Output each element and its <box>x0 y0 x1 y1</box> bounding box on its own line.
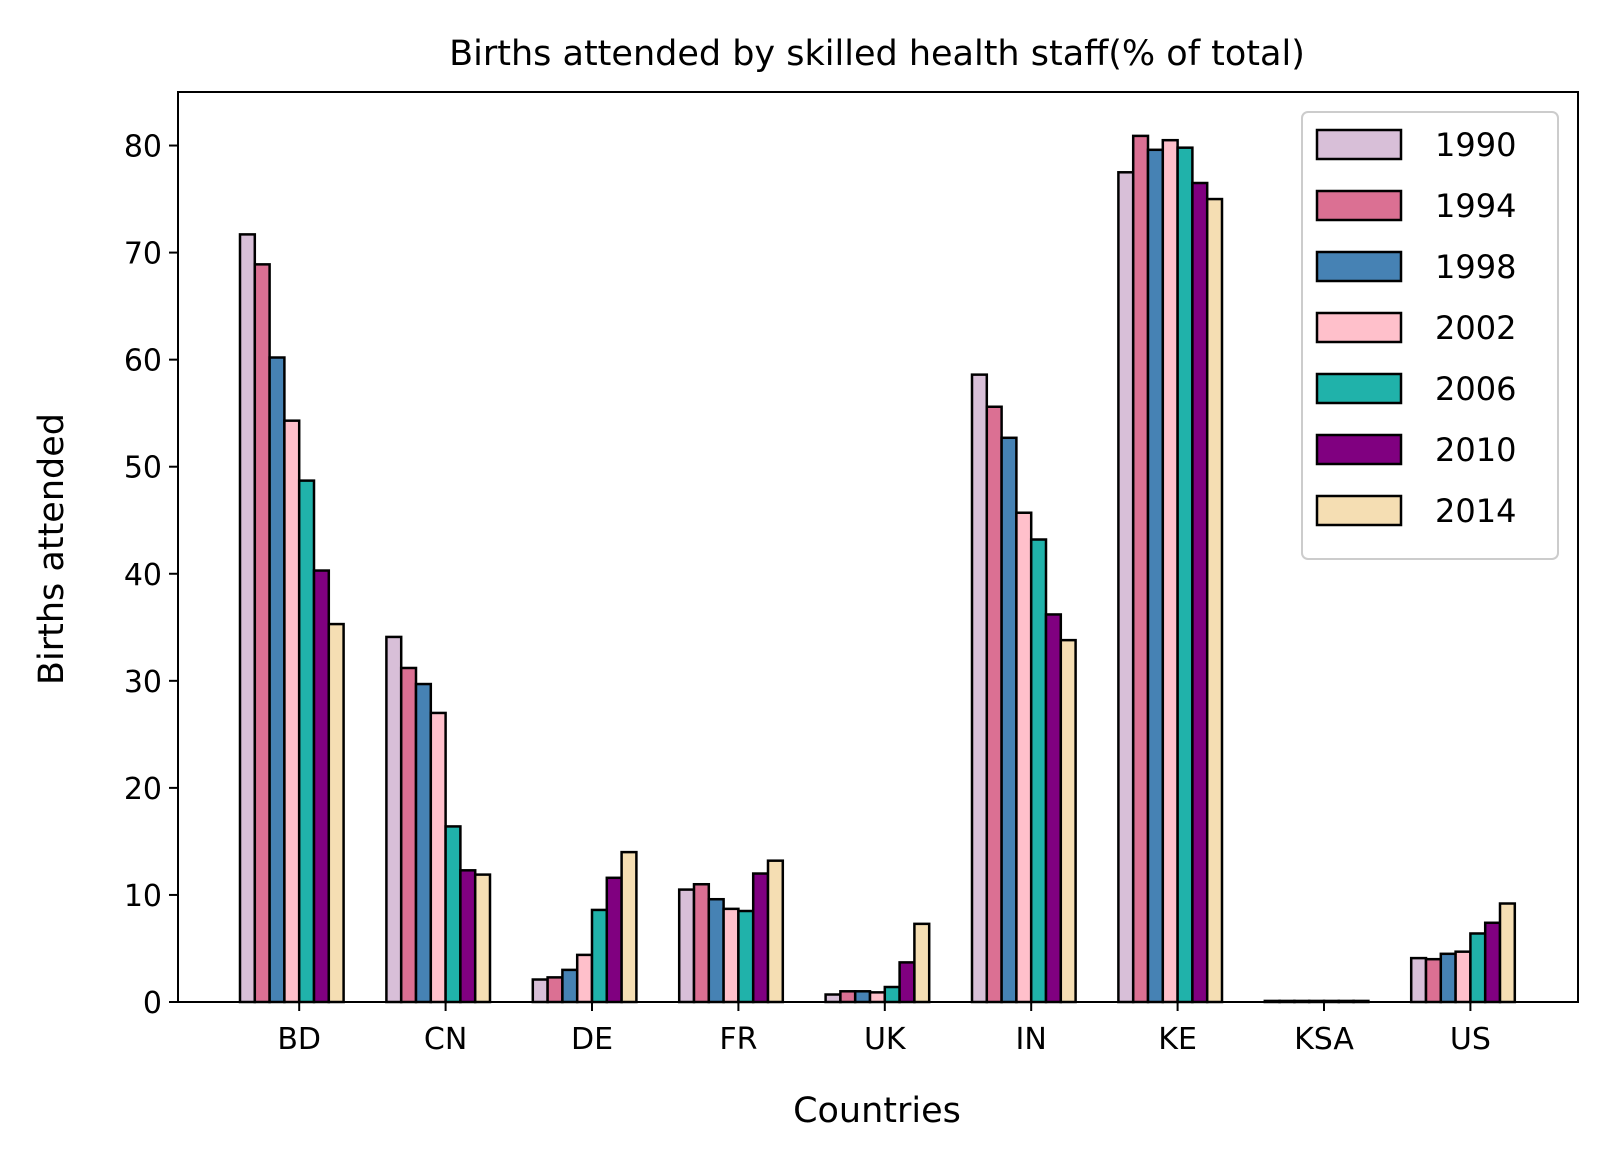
bar-in-2014 <box>1059 638 1077 1004</box>
bar-uk-2002 <box>868 991 887 1004</box>
x-tick-label-fr: FR <box>719 1022 757 1057</box>
bar-fr-1990 <box>677 888 696 1004</box>
bar-ke-1998 <box>1146 148 1165 1004</box>
bar-cn-2002 <box>429 711 447 1004</box>
y-axis-label: Births attended <box>32 413 72 685</box>
bar-de-2014 <box>620 850 638 1004</box>
bar-us-2010 <box>1483 921 1502 1004</box>
legend-swatch-2010 <box>1315 433 1403 466</box>
x-tick-label-uk: UK <box>864 1022 907 1057</box>
y-tick-label: 10 <box>124 879 162 914</box>
legend-label-1990: 1990 <box>1435 126 1516 164</box>
legend-swatch-2002 <box>1315 311 1403 344</box>
bar-bd-2010 <box>312 569 331 1004</box>
bar-us-2002 <box>1454 950 1472 1004</box>
bar-de-1998 <box>561 968 579 1004</box>
bar-us-2014 <box>1498 902 1517 1004</box>
bar-ke-1990 <box>1117 171 1135 1004</box>
x-tick-label-bd: BD <box>277 1022 321 1057</box>
x-tick-label-de: DE <box>571 1022 613 1057</box>
bar-uk-2010 <box>898 961 916 1004</box>
bar-cn-1998 <box>414 682 433 1004</box>
bar-uk-1994 <box>839 990 857 1004</box>
x-tick-label-ke: KE <box>1158 1022 1197 1057</box>
legend-label-2002: 2002 <box>1435 309 1516 347</box>
bar-cn-2014 <box>473 873 492 1004</box>
bar-in-1994 <box>985 405 1003 1004</box>
bar-bd-2006 <box>297 479 316 1004</box>
bar-de-2010 <box>605 876 623 1004</box>
bar-uk-1998 <box>853 990 872 1004</box>
bar-fr-2010 <box>751 872 770 1004</box>
y-tick-label: 30 <box>124 665 162 700</box>
y-tick-label: 0 <box>143 986 162 1021</box>
bar-ke-2006 <box>1176 146 1194 1004</box>
bar-in-2010 <box>1044 613 1063 1004</box>
legend-label-2006: 2006 <box>1435 370 1516 408</box>
legend-label-1998: 1998 <box>1435 248 1516 286</box>
bar-us-1998 <box>1439 952 1457 1004</box>
bar-bd-1998 <box>268 356 286 1004</box>
x-tick-label-cn: CN <box>424 1022 467 1057</box>
bar-ke-2010 <box>1191 181 1209 1004</box>
bar-de-1990 <box>531 978 549 1004</box>
bar-cn-2010 <box>459 869 477 1004</box>
x-axis-label: Countries <box>793 1091 961 1131</box>
bar-fr-1994 <box>692 882 711 1004</box>
bar-fr-2014 <box>766 859 785 1004</box>
legend-label-2010: 2010 <box>1435 431 1516 469</box>
bar-ke-2002 <box>1161 138 1179 1004</box>
bar-uk-2014 <box>913 922 931 1004</box>
y-tick-label: 20 <box>124 772 162 807</box>
bar-cn-2006 <box>444 825 462 1004</box>
bar-bd-1990 <box>238 233 257 1004</box>
legend: 1990 1994 1998 2002 2006 2010 2014 <box>1301 111 1559 560</box>
y-tick-label: 50 <box>124 451 162 486</box>
bar-in-2002 <box>1015 511 1033 1004</box>
bar-cn-1990 <box>385 635 403 1004</box>
bar-de-1994 <box>546 976 564 1004</box>
bar-us-1990 <box>1409 956 1428 1004</box>
bar-uk-2006 <box>883 985 901 1004</box>
y-tick-label: 40 <box>124 558 162 593</box>
legend-swatch-2006 <box>1315 372 1403 405</box>
legend-swatch-1990 <box>1315 128 1403 161</box>
bar-ke-2014 <box>1205 197 1224 1004</box>
bar-uk-1990 <box>824 993 842 1004</box>
bar-bd-2002 <box>283 419 301 1004</box>
bar-fr-2002 <box>722 907 740 1004</box>
legend-label-2014: 2014 <box>1435 492 1516 530</box>
y-tick-label: 60 <box>124 344 162 379</box>
legend-swatch-1994 <box>1315 189 1403 222</box>
bar-bd-2014 <box>327 622 345 1004</box>
legend-swatch-1998 <box>1315 250 1403 283</box>
bar-in-1998 <box>1000 436 1018 1004</box>
x-tick-label-ksa: KSA <box>1294 1022 1354 1057</box>
bar-in-2006 <box>1029 538 1048 1004</box>
y-tick-label: 80 <box>124 130 162 165</box>
bar-de-2006 <box>590 908 609 1004</box>
bar-fr-2006 <box>737 909 755 1004</box>
bar-in-1990 <box>970 373 989 1004</box>
legend-swatch-2014 <box>1315 494 1403 527</box>
bar-de-2002 <box>575 953 594 1004</box>
bar-us-2006 <box>1469 932 1487 1004</box>
x-tick-label-in: IN <box>1016 1022 1047 1057</box>
x-tick-label-us: US <box>1450 1022 1491 1057</box>
chart-title: Births attended by skilled health staff(… <box>449 34 1305 74</box>
y-tick-label: 70 <box>124 237 162 272</box>
bar-ke-1994 <box>1131 134 1150 1004</box>
axes-layer: 0 10 20 30 40 50 60 70 80 BD CN DE FR UK IN KE KSA US <box>124 91 1579 1057</box>
plot-frame <box>177 91 1579 1003</box>
bar-us-1994 <box>1424 957 1443 1004</box>
legend-label-1994: 1994 <box>1435 187 1516 225</box>
bar-fr-1998 <box>707 897 725 1004</box>
bar-cn-1994 <box>399 666 418 1004</box>
bar-bd-1994 <box>253 263 271 1004</box>
